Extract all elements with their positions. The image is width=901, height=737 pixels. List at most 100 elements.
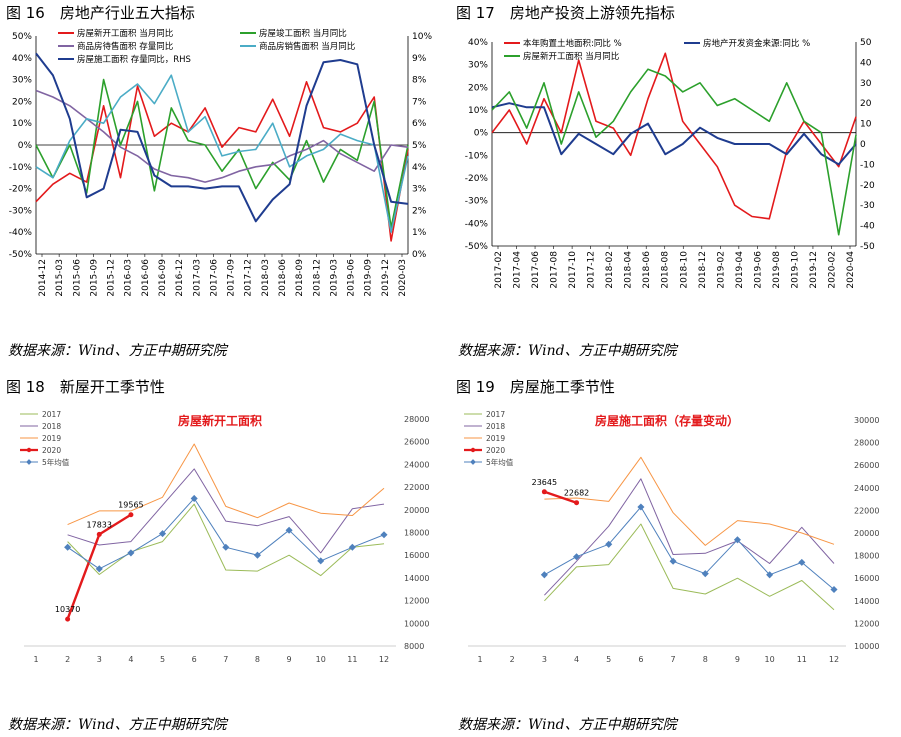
right-tick-label: 16000 [404, 551, 429, 560]
x-tick-label: 2016-12 [175, 259, 185, 297]
x-tick-label: 8 [703, 655, 708, 664]
x-tick-label: 2019-06 [347, 259, 357, 297]
left-tick-label: 20% [468, 83, 488, 93]
x-tick-label: 5 [606, 655, 611, 664]
right-tick-label: 20 [860, 99, 872, 109]
legend-label: 房地产开发资金来源:同比 % [703, 38, 810, 49]
legend-marker [26, 459, 32, 465]
data-point [65, 616, 71, 622]
left-tick-label: -20% [465, 174, 489, 184]
legend-label: 房屋新开工面积 当月同比 [77, 28, 173, 39]
right-tick-label: 26000 [854, 461, 879, 470]
right-tick-label: 12000 [854, 619, 879, 628]
right-tick-label: -50 [860, 242, 875, 252]
left-tick-label: 0% [474, 129, 489, 139]
x-tick-label: 10 [765, 655, 775, 664]
x-tick-label: 2019-12 [809, 251, 819, 289]
series-line-2-4 [67, 497, 385, 570]
right-tick-label: 0 [860, 140, 866, 150]
series-line-2-2 [67, 443, 385, 526]
x-tick-label: 2019-10 [790, 251, 800, 289]
data-label: 10370 [55, 605, 80, 614]
x-tick-label: 2016-06 [141, 259, 151, 297]
figure-16-title: 图 16 房地产行业五大指标 [6, 4, 195, 22]
x-tick-label: 7 [223, 655, 228, 664]
data-point [574, 500, 580, 506]
chart-figure-17: -50% -40% -30% -20% -10% 0% 10% 20% 30% 40% -50 -40… [465, 38, 875, 289]
left-tick-label: -10% [465, 151, 489, 161]
x-tick-label: 2016-09 [158, 259, 168, 297]
legend-marker [470, 459, 476, 465]
x-tick-label: 2014-12 [38, 259, 48, 297]
right-tick-label: 18000 [404, 529, 429, 538]
left-tick-label: -20% [9, 185, 33, 195]
right-tick-label: 12000 [404, 597, 429, 606]
data-point [128, 512, 134, 518]
left-tick-label: 0% [18, 141, 33, 151]
right-tick-label: -10 [860, 160, 875, 170]
series-line-2-0 [67, 503, 385, 577]
legend-label: 商品房销售面积 当月同比 [259, 41, 355, 52]
right-tick-label: 5% [412, 141, 427, 151]
x-tick-label: 2017-06 [209, 259, 219, 297]
legend-label: 2018 [486, 422, 505, 431]
data-point [830, 585, 838, 594]
x-tick-label: 2017-08 [550, 251, 560, 289]
x-tick-label: 2018-08 [661, 251, 671, 289]
series-line-3-0 [544, 523, 835, 611]
legend-label: 商品房待售面积 存量同比 [77, 41, 173, 52]
x-tick-label: 2018-06 [642, 251, 652, 289]
x-tick-label: 2 [510, 655, 515, 664]
x-tick-label: 2017-09 [227, 259, 237, 297]
legend-label: 房屋施工面积 存量同比，RHS [77, 54, 191, 65]
x-tick-label: 2019-03 [329, 259, 339, 297]
data-point [159, 530, 167, 538]
left-tick-label: 40% [468, 38, 488, 48]
right-tick-label: 10000 [404, 619, 429, 628]
data-point [190, 494, 198, 502]
right-tick-label: 30000 [854, 416, 879, 425]
series-line-3-3 [544, 490, 577, 504]
right-tick-label: 10000 [854, 642, 879, 651]
x-tick-label: 9 [735, 655, 740, 664]
data-label: 19565 [118, 501, 143, 510]
legend-label: 房屋竣工面积 当月同比 [259, 28, 347, 39]
right-tick-label: 28000 [404, 415, 429, 424]
x-tick-label: 2015-06 [72, 259, 82, 297]
data-label: 17833 [87, 520, 112, 529]
series-line-0-3 [35, 74, 409, 233]
x-tick-label: 5 [160, 655, 165, 664]
data-point [317, 557, 325, 565]
chart-figure-16: -50% -40% -30% -20% -10% 0% 10% 20% 30% 40% 50% 0% 1… [9, 28, 433, 297]
legend-label: 2019 [42, 434, 61, 443]
figure-16-source: 数据来源：Wind、方正中期研究院 [8, 343, 227, 359]
series-line-3-1 [544, 478, 835, 596]
right-tick-label: 10 [860, 120, 872, 130]
x-tick-label: 6 [638, 655, 643, 664]
series-line-3-4 [544, 506, 835, 590]
data-label: 22682 [564, 489, 589, 498]
right-tick-label: 3% [412, 185, 427, 195]
x-tick-label: 2019-09 [364, 259, 374, 297]
right-tick-label: 24000 [404, 460, 429, 469]
x-tick-label: 2018-02 [605, 251, 615, 289]
figure-19-title: 图 19 房屋施工季节性 [456, 378, 615, 396]
x-tick-label: 12 [829, 655, 839, 664]
left-tick-label: -10% [9, 163, 33, 173]
legend-marker [470, 447, 476, 453]
x-tick-label: 1 [477, 655, 482, 664]
series-line-0-2 [35, 89, 409, 183]
x-tick-label: 11 [797, 655, 807, 664]
left-tick-label: -40% [9, 228, 33, 238]
x-tick-label: 2018-04 [624, 251, 634, 289]
left-tick-label: 30% [12, 76, 32, 86]
chart-title: 房屋施工面积（存量变动） [595, 413, 739, 428]
figure-19-source: 数据来源：Wind、方正中期研究院 [458, 717, 677, 733]
x-tick-label: 8 [255, 655, 260, 664]
left-tick-label: 10% [468, 106, 488, 116]
x-tick-label: 1 [33, 655, 38, 664]
legend-label: 2017 [42, 410, 61, 419]
data-point [96, 531, 102, 537]
right-tick-label: 0% [412, 250, 427, 260]
x-tick-label: 2018-06 [278, 259, 288, 297]
